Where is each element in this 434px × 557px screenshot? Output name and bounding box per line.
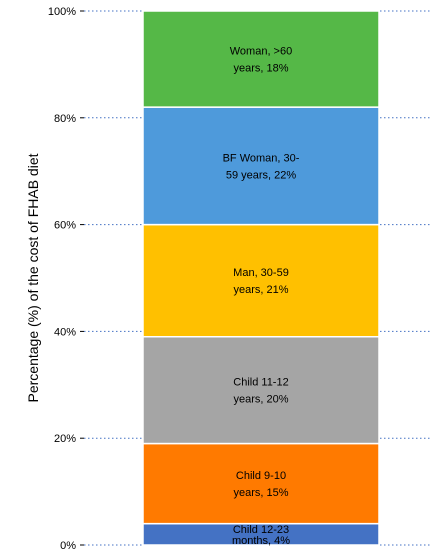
segment-label-5: BF Woman, 30-59 years, 22% <box>223 152 300 181</box>
bar-segment-5 <box>142 106 380 226</box>
segment-label-1: Child 12-23 months, 4% <box>232 524 290 547</box>
segment-label-4: Man, 30-59 years, 21% <box>233 267 289 296</box>
y-tick-label-100: 100% <box>48 6 76 18</box>
segment-label-6: Woman, >60 years, 18% <box>230 46 292 75</box>
y-tick-label-60: 60% <box>54 220 76 232</box>
y-tick-label-80: 80% <box>54 113 76 125</box>
y-axis-label: Percentage (%) of the cost of FHAB diet <box>25 153 41 402</box>
bar-segments <box>142 10 380 546</box>
y-tick-label-20: 20% <box>54 433 76 445</box>
bar-segment-6 <box>142 10 380 108</box>
segment-label-2: Child 9-10 years, 15% <box>233 470 288 499</box>
segment-label-3: Child 11-12 years, 20% <box>233 377 288 406</box>
bar-segment-4 <box>142 223 380 338</box>
bar-segment-2 <box>142 442 380 525</box>
y-tick-label-0: 0% <box>60 540 76 552</box>
y-tick-label-40: 40% <box>54 326 76 338</box>
y-axis-ticks: 0% 20% 40% 60% 80% 100% <box>48 6 84 552</box>
bar-segment-3 <box>142 335 380 445</box>
segment-labels: Child 12-23 months, 4% Child 9-10 years, 15… <box>223 46 300 547</box>
